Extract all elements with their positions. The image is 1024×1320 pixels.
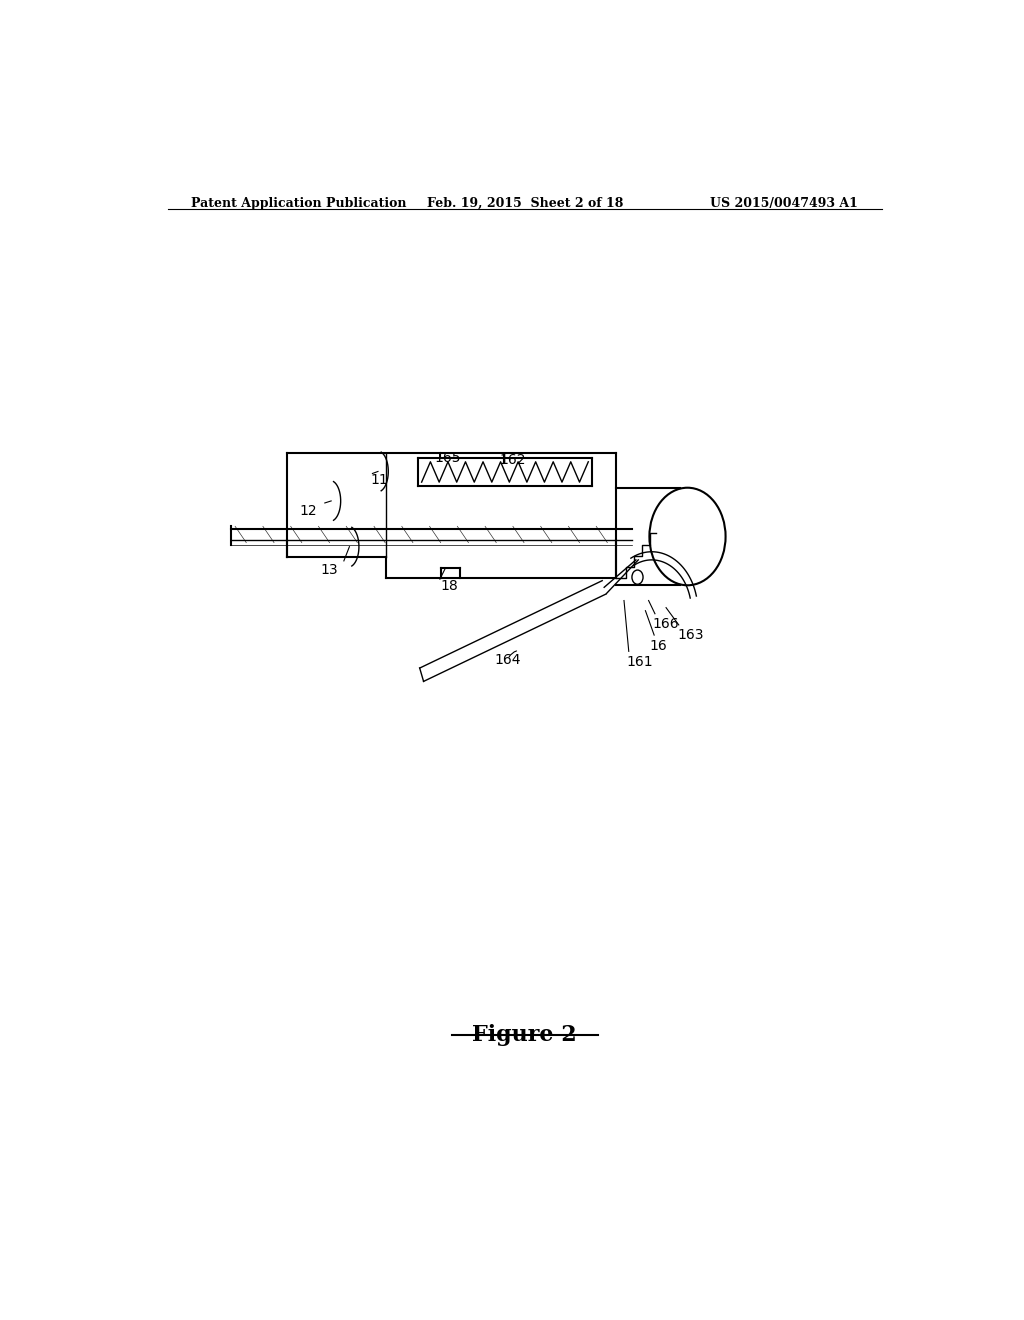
Text: 13: 13 [321, 562, 338, 577]
Text: 161: 161 [627, 656, 653, 669]
Text: 163: 163 [677, 628, 703, 642]
Text: 11: 11 [370, 474, 388, 487]
Text: 18: 18 [440, 579, 459, 593]
Text: Feb. 19, 2015  Sheet 2 of 18: Feb. 19, 2015 Sheet 2 of 18 [427, 197, 623, 210]
Text: Patent Application Publication: Patent Application Publication [191, 197, 407, 210]
Text: 166: 166 [652, 616, 679, 631]
Text: Figure 2: Figure 2 [472, 1024, 578, 1047]
Text: 162: 162 [500, 453, 526, 467]
Text: US 2015/0047493 A1: US 2015/0047493 A1 [711, 197, 858, 210]
Text: 16: 16 [649, 639, 668, 653]
Text: 164: 164 [495, 651, 521, 667]
Text: 12: 12 [299, 504, 316, 517]
Text: 165: 165 [434, 451, 461, 465]
